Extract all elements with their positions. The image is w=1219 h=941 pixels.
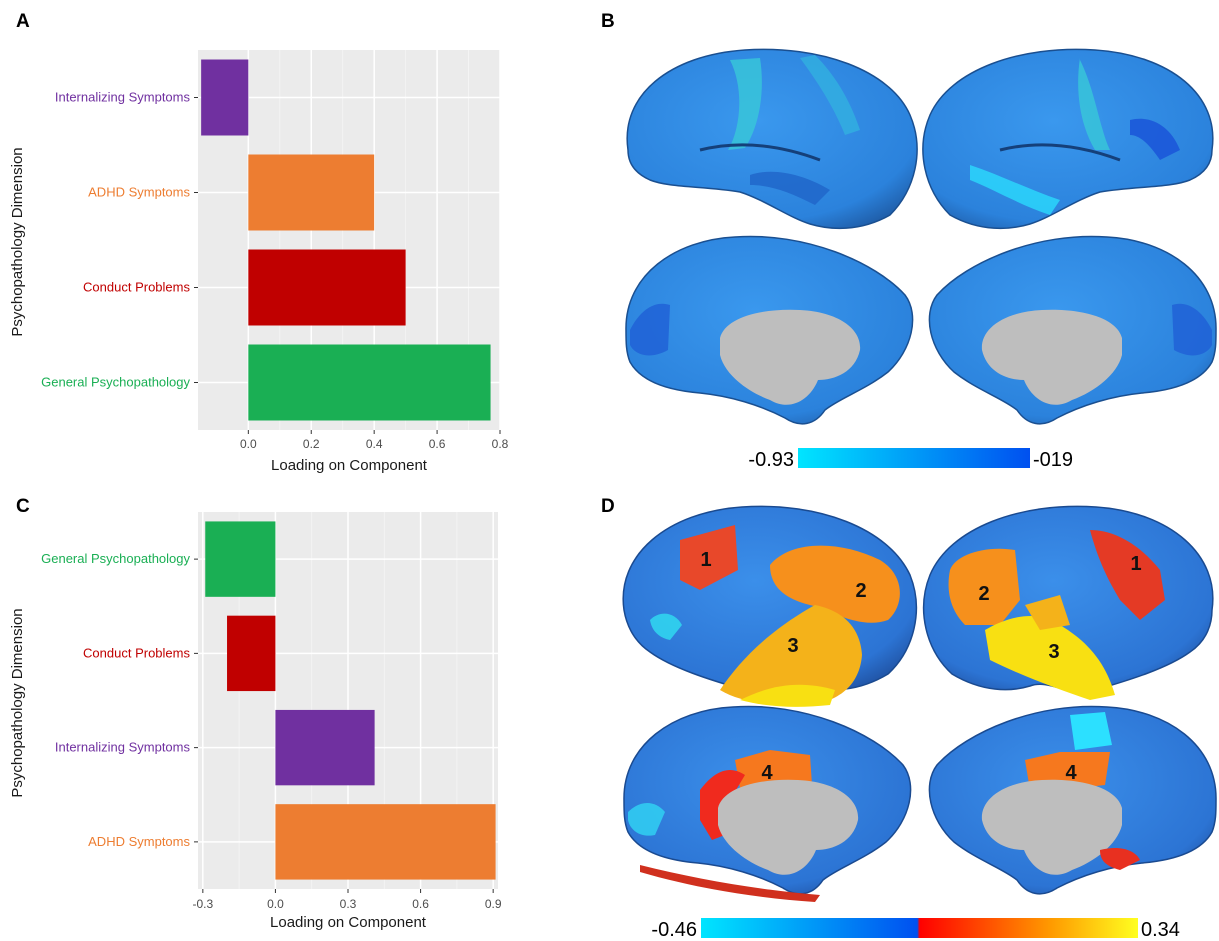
brain-d-lateral-right (922, 505, 1214, 700)
c-bar-adhd-symptoms (275, 804, 496, 880)
brain-d-medial-left (623, 705, 912, 902)
a-bar-general-psychopathology (248, 344, 491, 421)
c-category-label: Conduct Problems (83, 645, 190, 660)
panel-letter-d: D (601, 496, 615, 517)
c-bar-conduct-problems (227, 615, 276, 692)
c-category-label: ADHD Symptoms (88, 834, 190, 849)
a-xtick-label: 0.4 (366, 437, 383, 451)
a-bar-internalizing-symptoms (201, 59, 249, 136)
brain-b-lateral-right (922, 48, 1214, 230)
a-y-axis-title: Psychopathology Dimension (9, 147, 26, 336)
a-bar-adhd-symptoms (248, 154, 375, 231)
colorbar-d (701, 918, 1138, 938)
a-x-axis-title: Loading on Component (271, 457, 428, 474)
colorbar-d-max-label: 0.34 (1141, 919, 1180, 941)
c-xtick-label: -0.3 (192, 897, 213, 911)
c-bar-general-psychopathology (205, 521, 276, 597)
a-category-label: ADHD Symptoms (88, 185, 190, 200)
colorbar-d-min-label: -0.46 (651, 919, 697, 941)
c-category-label: Internalizing Symptoms (55, 740, 191, 755)
colorbar-b-min-label: -0.93 (748, 449, 794, 471)
a-bar-conduct-problems (248, 249, 406, 326)
panel-letter-c: C (16, 496, 30, 517)
region-label-3-right: 3 (1048, 641, 1059, 663)
c-xtick-label: 0.6 (412, 897, 429, 911)
region-label-2-right: 2 (978, 583, 989, 605)
c-bar-internalizing-symptoms (275, 709, 375, 786)
region-label-4-left: 4 (761, 762, 773, 784)
region-label-3-left: 3 (787, 635, 798, 657)
brain-b-medial-left (625, 235, 914, 425)
brain-b-lateral-left (626, 48, 918, 230)
region-label-1-right: 1 (1130, 553, 1141, 575)
colorbar-b (798, 448, 1030, 468)
c-xtick-label: 0.0 (267, 897, 284, 911)
brain-b-medial-right (928, 235, 1217, 425)
c-category-label: General Psychopathology (41, 551, 190, 566)
colorbar-b-max-label: -019 (1033, 449, 1073, 471)
region-label-1-left: 1 (700, 549, 711, 571)
a-xtick-label: 0.8 (492, 437, 509, 451)
c-xtick-label: 0.9 (485, 897, 502, 911)
brain-d-lateral-left (622, 505, 918, 707)
a-xtick-label: 0.6 (429, 437, 446, 451)
panel-letter-a: A (16, 11, 30, 32)
panel-letter-b: B (601, 11, 615, 32)
c-x-axis-title: Loading on Component (270, 914, 427, 931)
a-xtick-label: 0.0 (240, 437, 257, 451)
a-xtick-label: 0.2 (303, 437, 320, 451)
brain-d-medial-right (928, 705, 1217, 895)
c-xtick-label: 0.3 (340, 897, 357, 911)
a-category-label: Internalizing Symptoms (55, 90, 191, 105)
a-category-label: Conduct Problems (83, 280, 190, 295)
region-label-2-left: 2 (855, 580, 866, 602)
region-label-4-right: 4 (1065, 762, 1077, 784)
c-y-axis-title: Psychopathology Dimension (9, 608, 26, 797)
a-category-label: General Psychopathology (41, 375, 190, 390)
